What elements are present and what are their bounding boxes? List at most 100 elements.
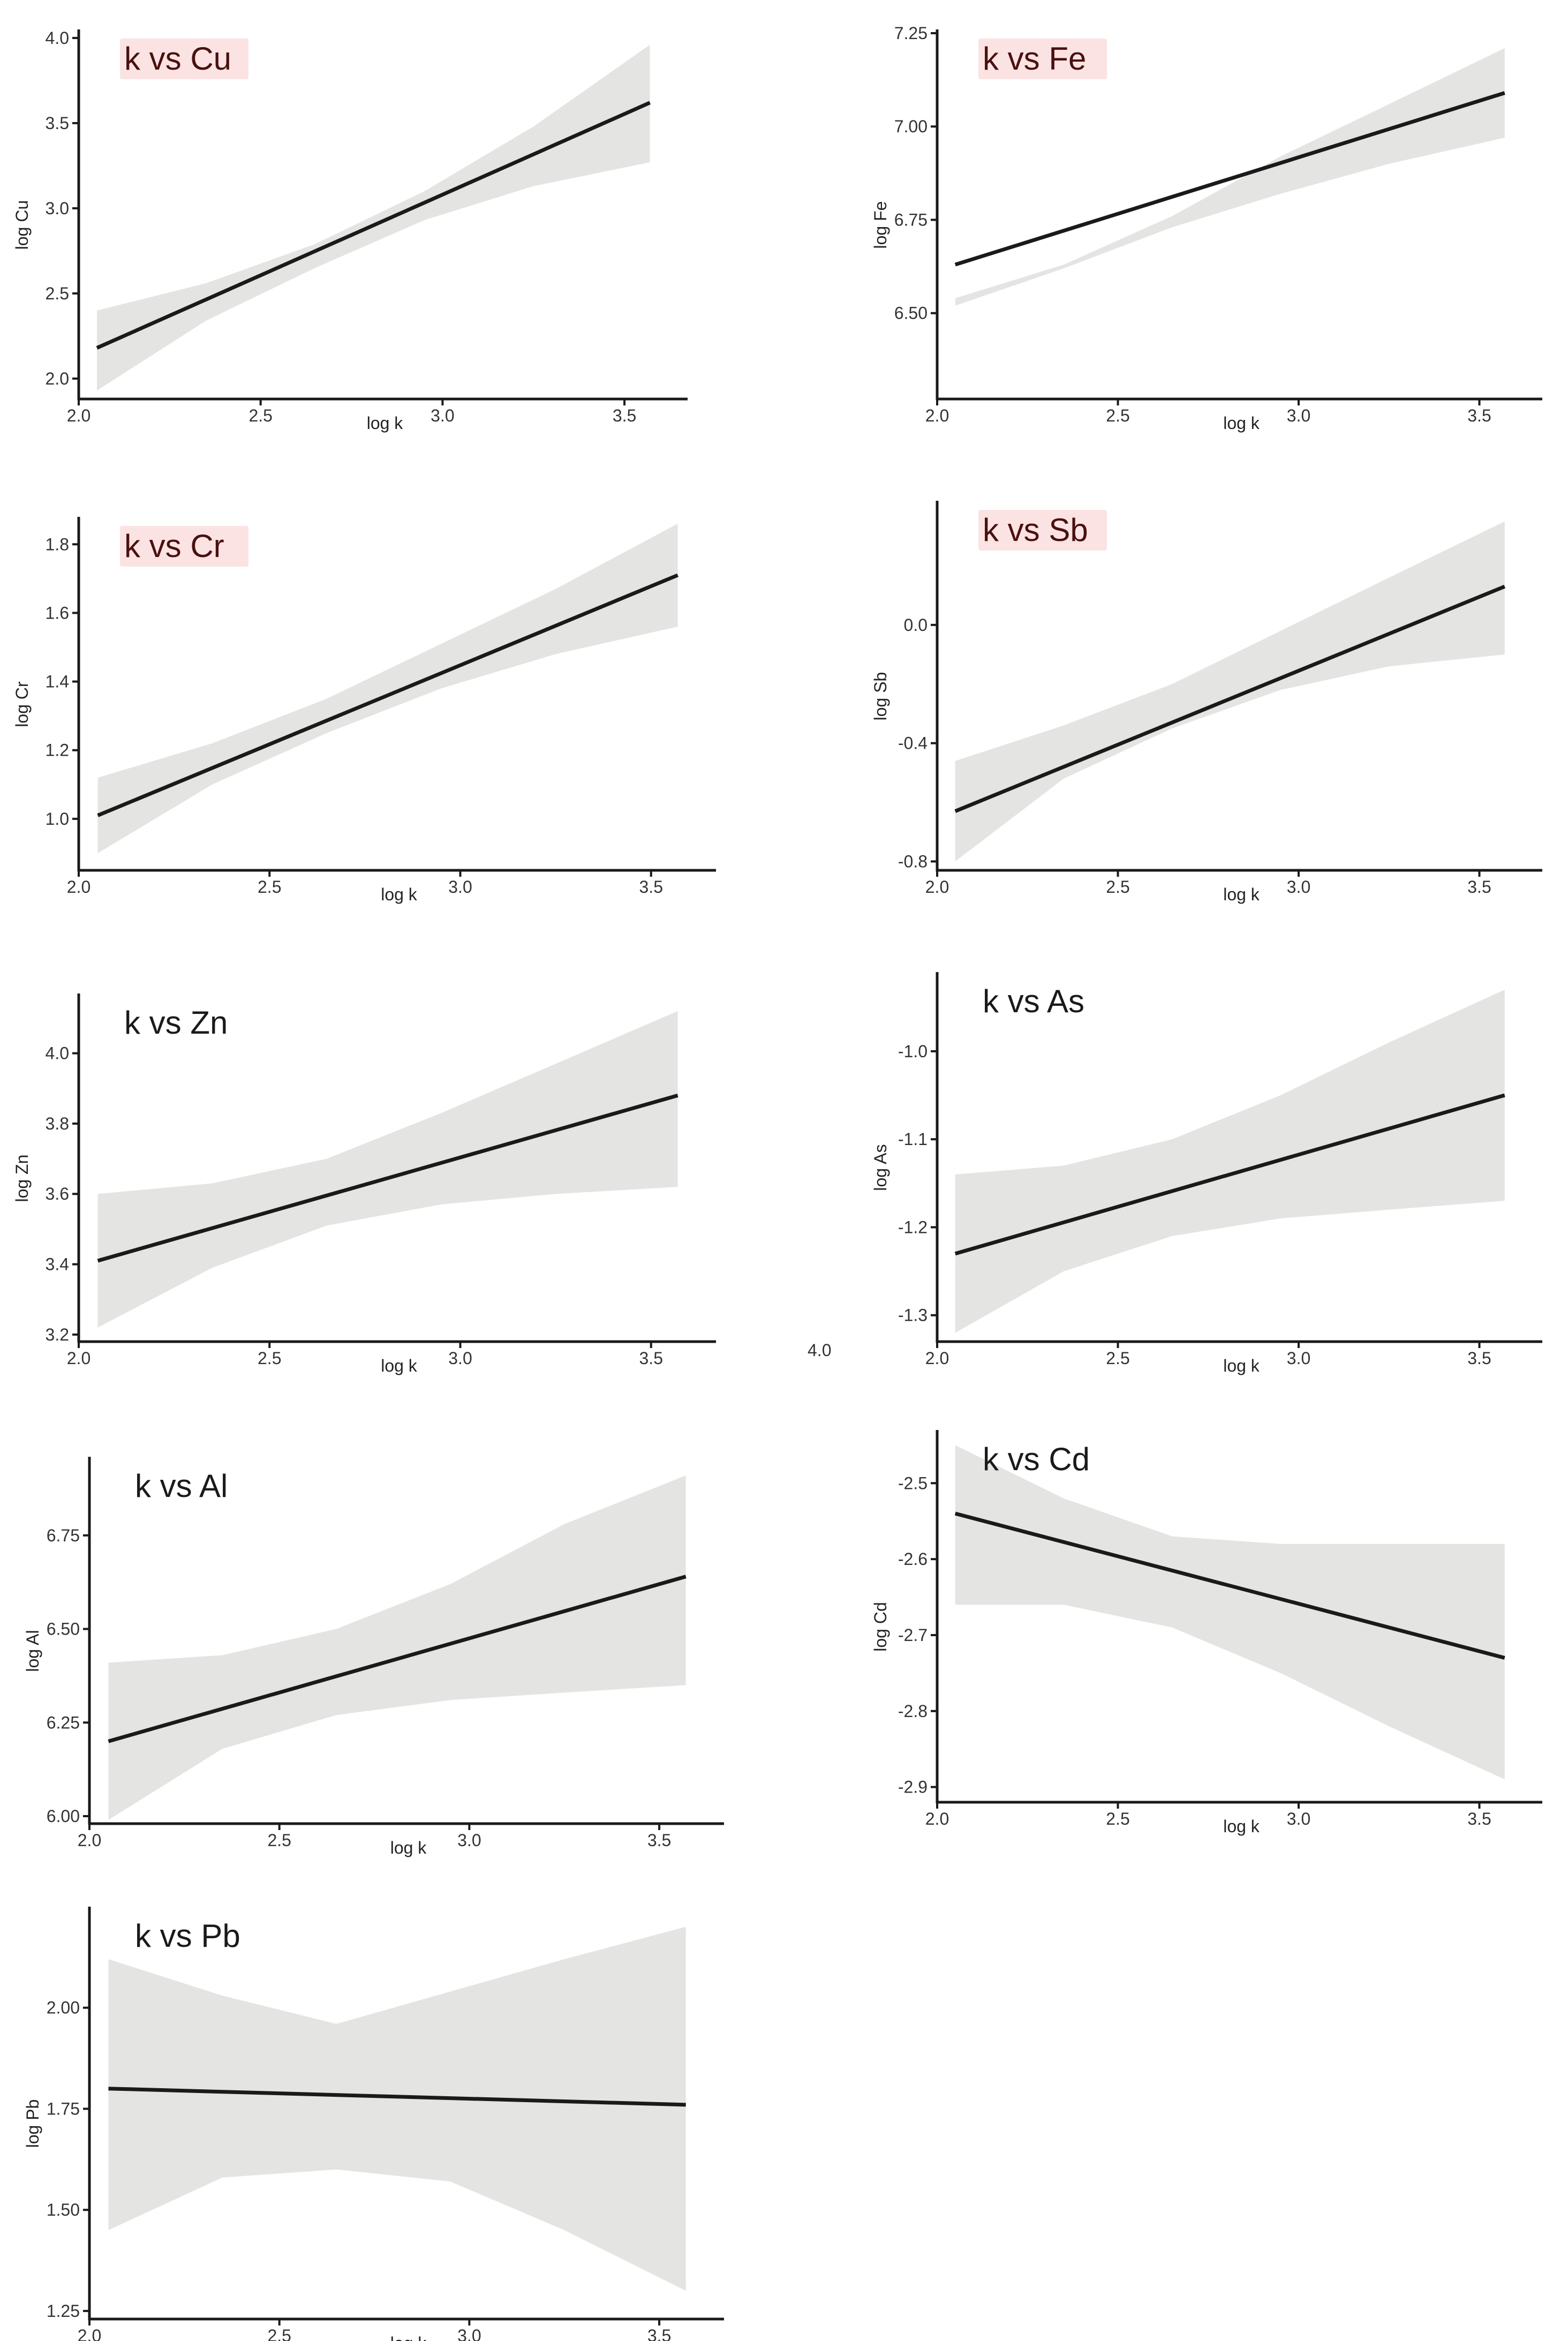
- y-tick-label-pb: 1.50: [47, 2200, 80, 2219]
- fit-line-cu: [96, 101, 651, 350]
- x-tick-label-as: 2.5: [1106, 1349, 1129, 1368]
- chart-panels: 2.0 2.5 3.0 3.5 2.0 2.5 3.0 3.5 4.0 log k log Cu k …: [12, 24, 1542, 2341]
- x-tick-label-zn: 2.5: [258, 1349, 281, 1368]
- y-tick-label-as: -1.3: [898, 1306, 928, 1325]
- x-axis-title-zn: log k: [381, 1356, 418, 1375]
- panel-title-as: k vs As: [983, 983, 1084, 1019]
- y-tick-label-zn: 3.2: [46, 1325, 69, 1344]
- x-tick-label-pb: 2.0: [78, 2326, 101, 2341]
- chart-panel-sb: 2.0 2.5 3.0 3.5 -0.8 -0.4 0.0 log k log Sb k vs S…: [871, 501, 1542, 904]
- chart-panel-as: 2.0 2.5 3.0 3.5 -1.3 -1.2 -1.1 -1.0 log k log As k…: [871, 972, 1542, 1375]
- y-tick-label-zn: 3.8: [46, 1114, 69, 1133]
- fit-line-zn: [97, 1094, 679, 1263]
- y-tick-label-cd: -2.5: [898, 1473, 928, 1493]
- x-tick-label-as: 2.0: [925, 1349, 949, 1368]
- confidence-band-al: [108, 1475, 686, 1820]
- y-tick-label-cu: 2.0: [46, 369, 69, 388]
- y-axis-title-sb: log Sb: [871, 672, 890, 721]
- y-tick-label-sb: -0.4: [898, 734, 928, 753]
- x-tick-label-cr: 3.5: [639, 877, 663, 897]
- y-tick-label-cu: 3.5: [46, 114, 69, 133]
- y-tick-label-cu: 3.0: [46, 199, 69, 218]
- fit-line-cd: [954, 1511, 1505, 1660]
- y-tick-label-as: -1.0: [898, 1042, 928, 1061]
- y-tick-label-cu: 4.0: [46, 28, 69, 48]
- x-tick-label-sb: 3.0: [1287, 877, 1310, 897]
- y-axis-title-pb: log Pb: [23, 2099, 42, 2148]
- y-axis-title-fe: log Fe: [871, 201, 890, 249]
- x-tick-label-sb: 2.5: [1106, 877, 1129, 897]
- y-tick-label-al: 6.00: [47, 1806, 80, 1826]
- y-tick-label-pb: 1.25: [47, 2301, 80, 2321]
- confidence-band-cd: [955, 1445, 1505, 1780]
- panel-title-background-cr: [120, 526, 248, 567]
- fit-line-cr: [97, 573, 679, 817]
- chart-panel-zn: 2.0 2.5 3.0 3.5 3.2 3.4 3.6 3.8 4.0 log k log Zn k …: [12, 993, 716, 1375]
- fit-line-fe: [954, 91, 1505, 267]
- confidence-band-zn: [97, 1011, 678, 1328]
- panel-title-cd: k vs Cd: [983, 1441, 1090, 1477]
- panel-title-background-fe: [978, 39, 1107, 79]
- panel-title-zn: k vs Zn: [124, 1005, 228, 1041]
- x-tick-label-pb: 3.5: [647, 2326, 671, 2341]
- y-tick-label-zn: 3.6: [46, 1184, 69, 1203]
- y-axis-title-cr: log Cr: [12, 681, 32, 727]
- panel-title-background-cu: [120, 39, 248, 79]
- y-tick-label-zn: 3.4: [46, 1255, 69, 1274]
- chart-panel-cu: 2.0 2.5 3.0 3.5 2.0 2.5 3.0 3.5 4.0 log k log Cu k …: [12, 28, 688, 433]
- x-axis-title-al: log k: [390, 1838, 427, 1857]
- panel-title-sb: k vs Sb: [983, 512, 1088, 548]
- x-tick-label-al: 2.5: [267, 1831, 291, 1850]
- y-axis-title-cu: log Cu: [12, 200, 32, 250]
- chart-panel-cd: 2.0 2.5 3.0 3.5 -2.9 -2.8 -2.7 -2.6 -2.5 log k log…: [871, 1430, 1542, 1836]
- fit-line-sb: [954, 584, 1506, 813]
- confidence-band-pb: [108, 1926, 686, 2291]
- x-axis-title-as: log k: [1223, 1356, 1260, 1375]
- y-tick-label-al: 6.75: [47, 1526, 80, 1545]
- x-axis-title-sb: log k: [1223, 885, 1260, 904]
- chart-panel-pb: 2.0 2.5 3.0 3.5 1.25 1.50 1.75 2.00 log k log Pb k…: [23, 1907, 724, 2341]
- y-tick-label-pb: 1.75: [47, 2099, 80, 2118]
- x-axis-title-cd: log k: [1223, 1817, 1260, 1836]
- y-tick-label-cr: 1.6: [46, 603, 69, 622]
- x-tick-label-al: 3.0: [457, 1831, 481, 1850]
- y-tick-label-cr: 1.8: [46, 535, 69, 554]
- x-tick-label-cu: 3.5: [613, 406, 636, 425]
- x-axis-title-cr: log k: [381, 885, 418, 904]
- y-tick-label-fe: 7.00: [894, 117, 928, 136]
- y-tick-label-pb: 2.00: [47, 1998, 80, 2018]
- x-axis-title-cu: log k: [367, 413, 404, 433]
- y-axis-title-zn: log Zn: [12, 1155, 32, 1202]
- y-tick-label-sb: 0.0: [904, 615, 928, 635]
- x-tick-label-fe: 3.0: [1287, 406, 1310, 425]
- confidence-band-as: [955, 989, 1505, 1333]
- x-tick-label-fe: 2.0: [925, 406, 949, 425]
- chart-panel-cr: 2.0 2.5 3.0 3.5 1.0 1.2 1.4 1.6 1.8 log k log Cr k …: [12, 517, 716, 904]
- y-axis-title-cd: log Cd: [871, 1602, 890, 1652]
- panel-title-background-sb: [978, 510, 1107, 551]
- y-tick-label-cd: -2.6: [898, 1549, 928, 1569]
- x-tick-label-fe: 3.5: [1467, 406, 1491, 425]
- y-tick-label-cu: 2.5: [46, 284, 69, 303]
- x-tick-label-cr: 2.5: [258, 877, 281, 897]
- panel-title-pb: k vs Pb: [135, 1918, 240, 1954]
- x-axis-title-pb: log k: [390, 2334, 427, 2341]
- y-axis-title-al: log Al: [23, 1630, 42, 1672]
- y-tick-label-cr: 1.0: [46, 809, 69, 829]
- panel-title-al: k vs Al: [135, 1468, 228, 1504]
- stray-tick-label: 4.0: [808, 1341, 831, 1360]
- y-tick-label-cd: -2.8: [898, 1702, 928, 1721]
- x-tick-label-cu: 2.5: [248, 406, 272, 425]
- confidence-band-cu: [97, 44, 650, 391]
- y-tick-label-zn: 4.0: [46, 1044, 69, 1063]
- panel-title-cu: k vs Cu: [124, 41, 231, 77]
- x-tick-label-fe: 2.5: [1106, 406, 1129, 425]
- y-tick-label-fe: 7.25: [894, 24, 928, 43]
- x-tick-label-cr: 2.0: [67, 877, 91, 897]
- confidence-band-sb: [955, 521, 1505, 862]
- panel-title-cr: k vs Cr: [124, 528, 224, 564]
- x-tick-label-pb: 2.5: [267, 2326, 291, 2341]
- x-tick-label-zn: 3.5: [639, 1349, 663, 1368]
- fit-line-as: [954, 1093, 1505, 1256]
